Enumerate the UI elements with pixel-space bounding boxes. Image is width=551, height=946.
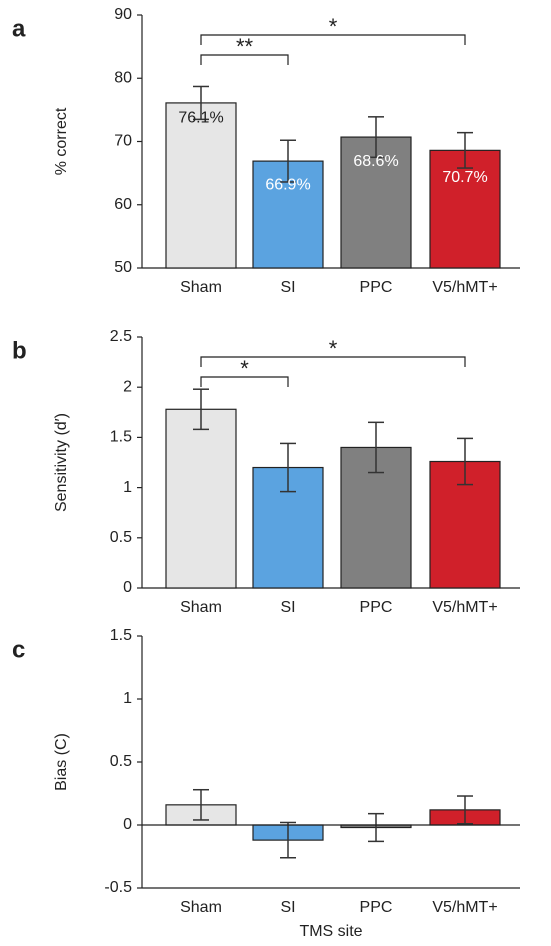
bar — [165, 102, 237, 269]
y-tick-label: 0 — [123, 816, 132, 833]
x-tick-label: Sham — [180, 599, 222, 616]
bar-text: 68.6% — [353, 153, 398, 170]
y-tick-label: 2.5 — [110, 328, 132, 345]
bar-text: 76.1% — [178, 110, 223, 127]
x-axis-label: TMS site — [299, 923, 362, 940]
y-tick-label: 0.5 — [110, 753, 132, 770]
y-tick-label: 1 — [123, 690, 132, 707]
panel-letter: b — [12, 337, 27, 364]
y-tick-label: 70 — [114, 133, 132, 150]
y-tick-label: 60 — [114, 196, 132, 213]
y-tick-label: 0.5 — [110, 529, 132, 546]
x-tick-label: Sham — [180, 899, 222, 916]
y-tick-label: 2 — [123, 378, 132, 395]
x-tick-label: V5/hMT+ — [432, 899, 497, 916]
significance-bracket — [200, 376, 289, 387]
y-tick-label: 1.5 — [110, 429, 132, 446]
x-tick-label: Sham — [180, 279, 222, 296]
x-tick-label: V5/hMT+ — [432, 279, 497, 296]
y-axis-label: Bias (C) — [53, 733, 70, 791]
panel-letter: c — [12, 636, 25, 663]
panel-letter: a — [12, 15, 26, 42]
x-tick-label: PPC — [360, 599, 393, 616]
y-tick-label: 0 — [123, 579, 132, 596]
y-tick-label: 80 — [114, 69, 132, 86]
significance-bracket — [200, 356, 466, 367]
bar — [165, 408, 237, 589]
bar-text: 70.7% — [442, 169, 487, 186]
y-tick-label: 50 — [114, 259, 132, 276]
significance-label: * — [329, 14, 338, 39]
x-tick-label: SI — [280, 599, 295, 616]
significance-bracket — [200, 54, 289, 65]
x-tick-label: PPC — [360, 279, 393, 296]
significance-label: * — [240, 356, 249, 381]
y-axis-label: % correct — [53, 107, 70, 175]
y-tick-label: 1 — [123, 479, 132, 496]
y-tick-label: -0.5 — [104, 879, 132, 896]
bar — [429, 149, 501, 269]
y-tick-label: 90 — [114, 6, 132, 23]
x-tick-label: SI — [280, 899, 295, 916]
bar — [340, 136, 412, 269]
x-tick-label: V5/hMT+ — [432, 599, 497, 616]
y-axis-label: Sensitivity (d′) — [53, 413, 70, 512]
y-tick-label: 1.5 — [110, 627, 132, 644]
x-tick-label: SI — [280, 279, 295, 296]
x-tick-label: PPC — [360, 899, 393, 916]
significance-bracket — [200, 34, 466, 45]
bar-text: 66.9% — [265, 176, 310, 193]
significance-label: * — [329, 336, 338, 361]
significance-label: ** — [236, 34, 254, 59]
